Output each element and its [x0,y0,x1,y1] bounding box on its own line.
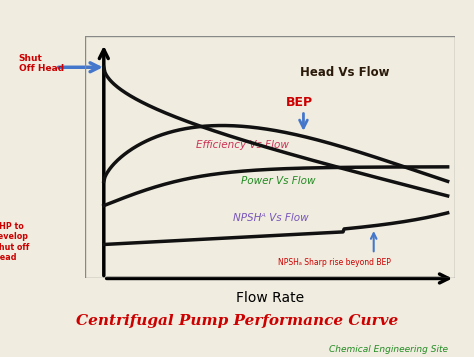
Text: Power Vs Flow: Power Vs Flow [241,176,315,186]
Text: BEP: BEP [286,96,313,109]
Text: Shut
Off Head: Shut Off Head [19,54,64,73]
Text: Flow Rate: Flow Rate [236,291,304,305]
Text: BHP to
develop
Shut off
Head: BHP to develop Shut off Head [0,222,29,262]
Text: NPSHₐ Sharp rise beyond BEP: NPSHₐ Sharp rise beyond BEP [278,258,391,267]
Text: Centrifugal Pump Performance Curve: Centrifugal Pump Performance Curve [76,314,398,328]
Text: NPSHᴬ Vs Flow: NPSHᴬ Vs Flow [233,213,309,223]
Text: Efficiency Vs Flow: Efficiency Vs Flow [196,140,289,150]
Text: Head Vs Flow: Head Vs Flow [300,66,389,79]
Text: Chemical Engineering Site: Chemical Engineering Site [329,345,448,355]
